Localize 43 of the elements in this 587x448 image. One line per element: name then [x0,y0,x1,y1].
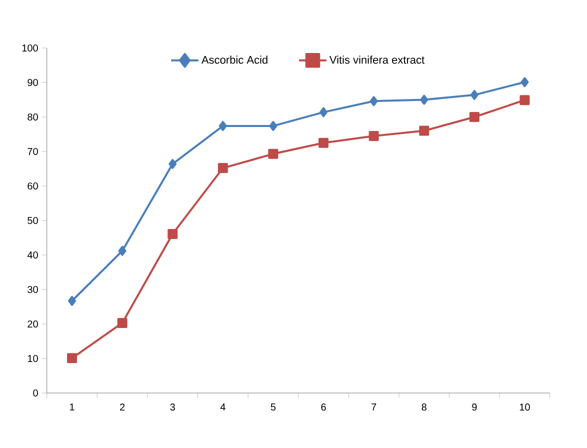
y-tick-label: 10 [28,354,38,362]
legend-label: Ascorbic Acid [201,56,268,64]
point [218,120,227,131]
x-tick-label: 2 [120,404,125,411]
x-tick-label: 5 [270,404,276,411]
point [470,90,478,100]
point [420,94,428,105]
point [469,112,480,122]
point [368,130,379,141]
point [218,163,228,174]
point [67,353,77,364]
point [419,126,430,136]
x-tick-label: 4 [220,404,226,410]
x-tick-label: 9 [472,404,477,411]
x-tick-label: 10 [520,404,530,411]
x-tick-label: 8 [422,404,426,411]
point [168,228,178,239]
point [117,318,128,328]
point [269,120,278,131]
point [318,138,329,148]
y-tick-label: 20 [28,320,38,328]
y-tick-label: 40 [27,251,38,259]
point [268,148,278,159]
point [370,96,378,106]
point [520,95,530,106]
y-tick-label: 70 [28,148,38,156]
y-tick-label: 0 [33,389,38,397]
legend-label: Vitis vinifera extract [329,56,424,64]
point [68,296,76,306]
point [520,77,529,88]
x-tick-label: 6 [321,404,326,411]
x-tick-label: 3 [170,404,175,411]
y-tick-label: 30 [28,286,38,294]
point [118,246,126,256]
y-tick-label: 100 [22,44,38,52]
point [168,158,177,169]
x-tick-label: 1 [70,404,74,410]
point [320,107,328,118]
y-tick-label: 60 [28,182,38,190]
y-tick-label: 90 [28,78,38,86]
y-tick-label: 80 [28,113,38,121]
y-tick-label: 50 [28,216,38,224]
x-tick-label: 7 [372,404,376,410]
